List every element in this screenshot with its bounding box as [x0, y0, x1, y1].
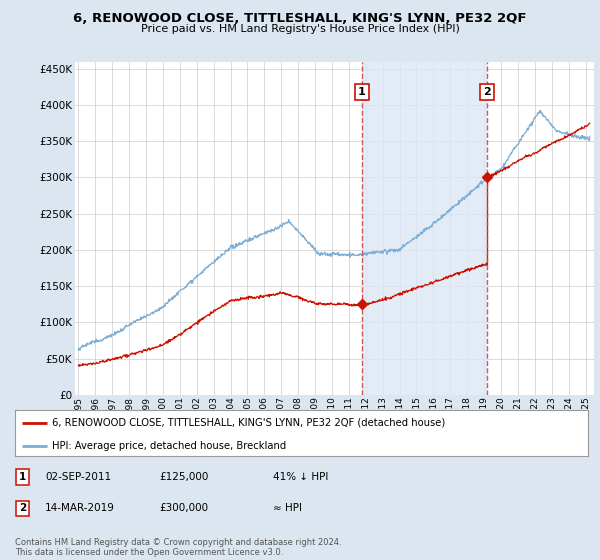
Text: 6, RENOWOOD CLOSE, TITTLESHALL, KING'S LYNN, PE32 2QF (detached house): 6, RENOWOOD CLOSE, TITTLESHALL, KING'S L… [52, 418, 445, 428]
Text: Contains HM Land Registry data © Crown copyright and database right 2024.
This d: Contains HM Land Registry data © Crown c… [15, 538, 341, 557]
Text: 14-MAR-2019: 14-MAR-2019 [45, 503, 115, 514]
Text: Price paid vs. HM Land Registry's House Price Index (HPI): Price paid vs. HM Land Registry's House … [140, 24, 460, 34]
Text: 2: 2 [483, 87, 491, 97]
Text: 1: 1 [358, 87, 365, 97]
Bar [362, 62, 487, 395]
Text: ≈ HPI: ≈ HPI [273, 503, 302, 514]
Text: HPI: Average price, detached house, Breckland: HPI: Average price, detached house, Brec… [52, 441, 286, 451]
Text: £300,000: £300,000 [159, 503, 208, 514]
Text: £125,000: £125,000 [159, 472, 208, 482]
Text: 2: 2 [19, 503, 26, 514]
Text: 02-SEP-2011: 02-SEP-2011 [45, 472, 111, 482]
Text: 41% ↓ HPI: 41% ↓ HPI [273, 472, 328, 482]
Text: 6, RENOWOOD CLOSE, TITTLESHALL, KING'S LYNN, PE32 2QF: 6, RENOWOOD CLOSE, TITTLESHALL, KING'S L… [73, 12, 527, 25]
Text: 1: 1 [19, 472, 26, 482]
